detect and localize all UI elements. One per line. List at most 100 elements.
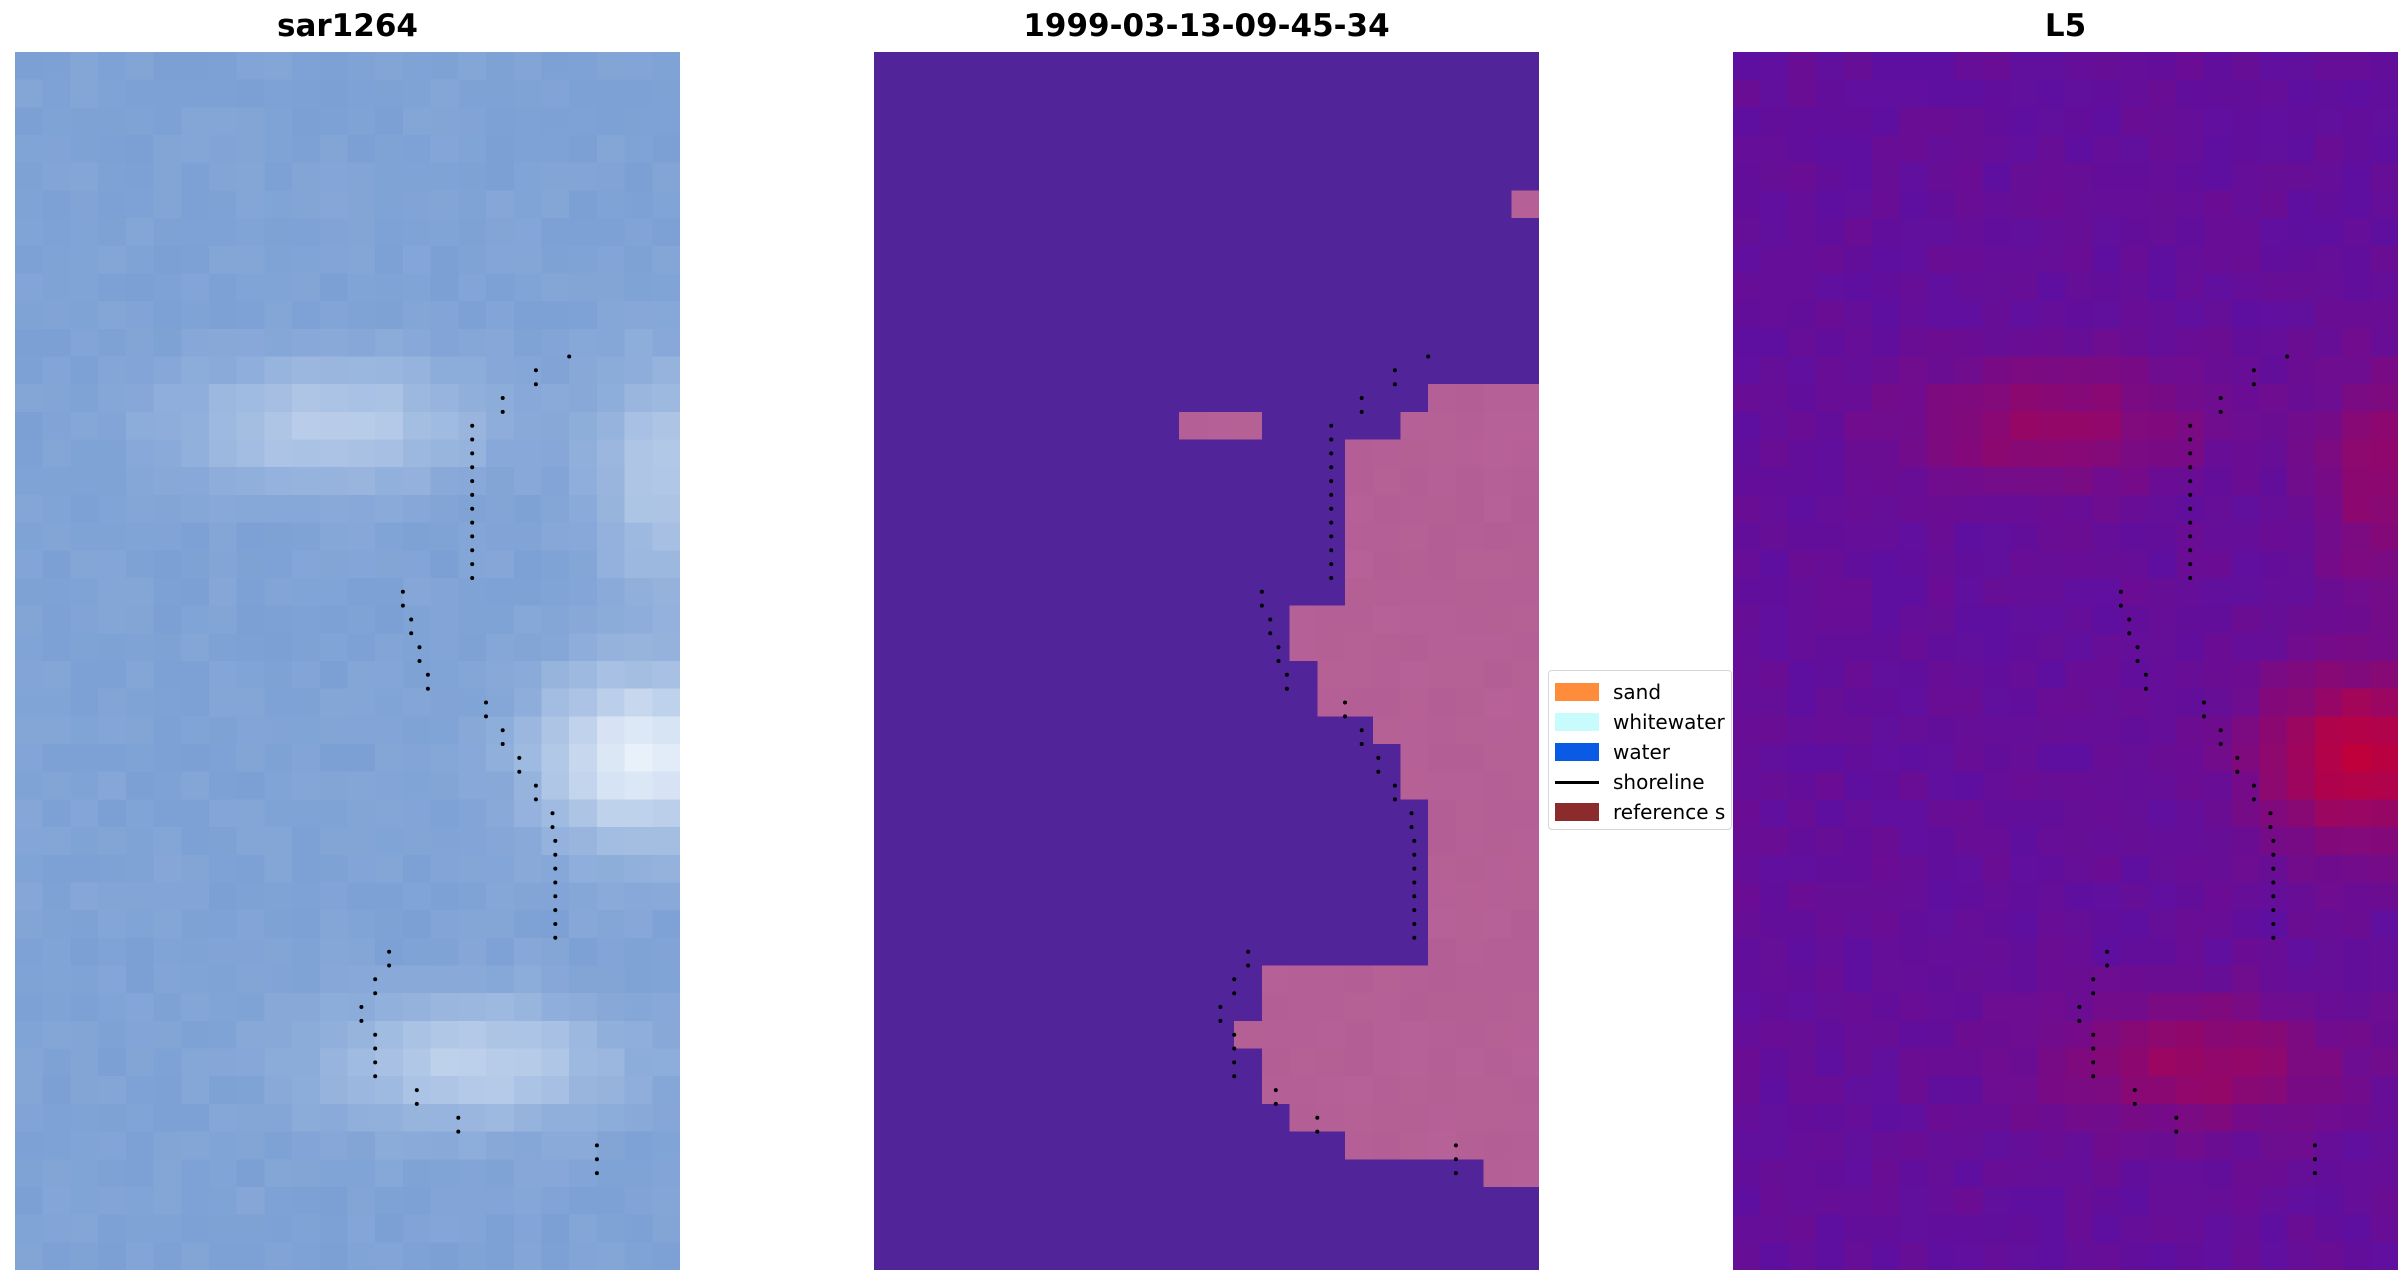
shoreline-dot bbox=[470, 576, 475, 580]
shoreline-dot bbox=[2271, 922, 2276, 926]
shoreline-dot bbox=[1232, 977, 1237, 982]
shoreline-dot bbox=[2235, 769, 2240, 774]
shoreline-dot bbox=[470, 506, 475, 511]
shoreline-dot bbox=[553, 922, 558, 926]
shoreline-dot bbox=[2268, 825, 2273, 830]
shoreline-dot bbox=[387, 963, 392, 968]
shoreline-dot bbox=[2132, 1088, 2137, 1093]
shoreline-dot bbox=[553, 838, 558, 843]
shoreline-dot bbox=[2143, 686, 2148, 691]
shoreline-dot bbox=[1259, 589, 1264, 594]
shoreline-dot bbox=[417, 659, 422, 663]
shoreline-dot bbox=[1453, 1171, 1458, 1176]
shoreline-dot bbox=[373, 1032, 378, 1037]
shoreline-dot bbox=[1453, 1143, 1458, 1148]
shoreline-dot bbox=[1412, 880, 1417, 885]
shoreline-dot bbox=[1392, 783, 1397, 788]
shoreline-dot bbox=[1276, 645, 1281, 650]
shoreline-dot bbox=[2251, 382, 2256, 387]
legend-label: reference s bbox=[1613, 800, 1726, 824]
shoreline-dot bbox=[1409, 811, 1414, 816]
shoreline-dot bbox=[2188, 562, 2193, 567]
shoreline-dot bbox=[2077, 1005, 2082, 1009]
shoreline-dot bbox=[1343, 700, 1347, 705]
classified-image bbox=[874, 52, 1539, 1270]
legend-item-reference: reference s bbox=[1555, 799, 1725, 825]
shoreline-dot bbox=[1412, 894, 1417, 899]
shoreline-dot bbox=[1268, 631, 1273, 636]
shoreline-dot bbox=[1329, 479, 1334, 484]
index-image bbox=[1733, 52, 2398, 1270]
shoreline-dot bbox=[2285, 354, 2290, 359]
legend-item-shoreline: shoreline bbox=[1555, 769, 1705, 795]
shoreline-overlay bbox=[1218, 354, 1458, 1176]
shoreline-dot bbox=[373, 1046, 378, 1051]
shoreline-dot bbox=[2218, 396, 2223, 400]
shoreline-dot bbox=[1453, 1157, 1458, 1162]
shoreline-dot bbox=[2118, 603, 2123, 608]
shoreline-dot bbox=[2271, 935, 2276, 940]
shoreline-dot bbox=[1315, 1129, 1320, 1134]
shoreline-dot bbox=[2091, 977, 2096, 982]
shoreline-dot bbox=[1268, 617, 1273, 622]
shoreline-dot bbox=[2188, 492, 2193, 497]
shoreline-dot bbox=[553, 852, 558, 857]
shoreline-dot bbox=[2174, 1115, 2179, 1120]
water-swatch bbox=[1555, 743, 1599, 761]
shoreline-dot bbox=[2091, 1032, 2096, 1037]
shoreline-dot bbox=[2105, 949, 2110, 954]
shoreline-dot bbox=[359, 1018, 364, 1023]
shoreline-dot bbox=[553, 880, 558, 885]
shoreline-dot bbox=[553, 908, 558, 913]
shoreline-dot bbox=[2235, 755, 2240, 760]
shoreline-dot bbox=[1412, 935, 1417, 940]
shoreline-dot bbox=[2218, 742, 2223, 746]
shoreline-dot bbox=[470, 423, 475, 428]
shoreline-dot bbox=[2188, 451, 2193, 456]
shoreline-dot bbox=[1359, 728, 1364, 733]
shoreline-dot bbox=[2091, 991, 2096, 996]
rgb-image bbox=[15, 52, 680, 1270]
shoreline-dot bbox=[484, 700, 488, 705]
shoreline-dot bbox=[2143, 672, 2148, 677]
shoreline-dot bbox=[2218, 728, 2223, 733]
shoreline-dot bbox=[1329, 562, 1334, 567]
shoreline-dot bbox=[2091, 1074, 2096, 1079]
shoreline-dot bbox=[1276, 659, 1281, 663]
shoreline-dot bbox=[533, 368, 538, 373]
shoreline-dot bbox=[1315, 1115, 1320, 1120]
shoreline-dot bbox=[1273, 1101, 1278, 1106]
shoreline-dot bbox=[484, 714, 488, 719]
index-image-panel bbox=[1733, 52, 2398, 1270]
shoreline-dot bbox=[2188, 534, 2193, 539]
shoreline-dot bbox=[1232, 1046, 1237, 1051]
shoreline-dot bbox=[553, 935, 558, 940]
shoreline-dot bbox=[2127, 631, 2132, 636]
shoreline-dot bbox=[359, 1005, 364, 1009]
shoreline-dot bbox=[1412, 866, 1417, 871]
shoreline-dot bbox=[1329, 506, 1334, 511]
shoreline-dot bbox=[1232, 1032, 1237, 1037]
shoreline-dot bbox=[1273, 1088, 1278, 1093]
shoreline-dot bbox=[1329, 576, 1334, 580]
shoreline-dot bbox=[1329, 520, 1334, 525]
shoreline-dot bbox=[2188, 437, 2193, 442]
shoreline-dot bbox=[533, 797, 538, 802]
shoreline-overlay bbox=[359, 354, 599, 1176]
shoreline-dot bbox=[1329, 451, 1334, 456]
shoreline-dot bbox=[2174, 1129, 2179, 1134]
shoreline-dot bbox=[470, 562, 475, 567]
shoreline-dot bbox=[1259, 603, 1264, 608]
shoreline-dot bbox=[2091, 1060, 2096, 1065]
shoreline-dot bbox=[1343, 714, 1347, 719]
shoreline-dot bbox=[2188, 479, 2193, 484]
shoreline-dot bbox=[2271, 852, 2276, 857]
shoreline-dot bbox=[2135, 659, 2140, 663]
shoreline-dot bbox=[594, 1157, 599, 1162]
shoreline-dot bbox=[517, 755, 522, 760]
shoreline-dot bbox=[1376, 755, 1381, 760]
legend-label: water bbox=[1613, 740, 1670, 764]
shoreline-dot bbox=[1392, 797, 1397, 802]
shoreline-dot bbox=[2251, 783, 2256, 788]
reference-swatch bbox=[1555, 803, 1599, 821]
